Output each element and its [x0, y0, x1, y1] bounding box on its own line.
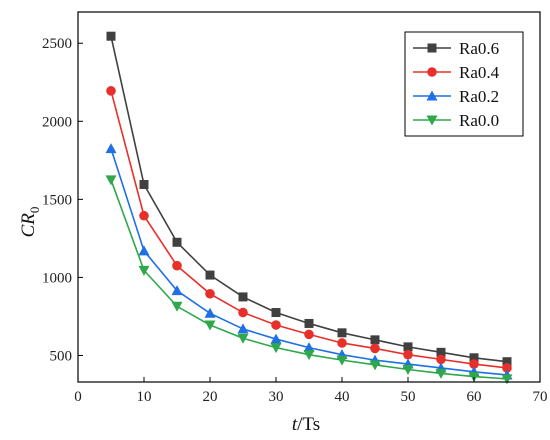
series-line-ra0-2: [110, 148, 508, 376]
data-point-ra0-6: [271, 308, 281, 318]
x-tick-label: 20: [203, 389, 218, 405]
x-axis-title: t/Ts: [292, 414, 320, 435]
legend-label-ra0-2: Ra0.2: [459, 87, 499, 106]
data-point-ra0-4: [403, 349, 413, 360]
data-point-ra0-0: [237, 333, 249, 344]
axes: 0 10 20 30 40 50 60 70 500 1000 1500 2000 2500: [42, 11, 548, 405]
x-tick-label: 10: [137, 389, 152, 405]
data-point-ra0-4: [139, 210, 149, 221]
x-tick-label: 40: [335, 389, 350, 405]
data-point-ra0-4: [238, 307, 248, 318]
data-point-ra0-2: [105, 143, 117, 154]
legend-marker-ra0-4: [427, 67, 437, 77]
x-tick-label: 70: [533, 389, 548, 405]
data-point-ra0-0: [369, 360, 381, 371]
plot-frame: [77, 11, 541, 383]
data-point-ra0-4: [502, 363, 512, 373]
data-point-ra0-4: [304, 329, 314, 340]
data-point-ra0-4: [469, 359, 479, 369]
y-tick-label: 2500: [42, 36, 72, 52]
x-tick-label: 0: [74, 389, 82, 405]
data-point-ra0-2: [237, 323, 249, 334]
data-point-ra0-6: [238, 292, 248, 302]
data-point-ra0-4: [436, 354, 446, 365]
legend-marker-ra0-2: [426, 90, 438, 101]
data-point-ra0-4: [205, 288, 215, 299]
legend-label-ra0-6: Ra0.6: [459, 39, 499, 58]
data-point-ra0-0: [171, 301, 183, 312]
x-tick-label: 50: [401, 389, 416, 405]
data-point-ra0-6: [106, 31, 116, 41]
data-point-ra0-0: [303, 350, 315, 361]
data-point-ra0-0: [204, 320, 216, 331]
data-point-ra0-6: [436, 347, 446, 357]
data-point-ra0-6: [502, 357, 512, 367]
data-point-ra0-4: [271, 320, 281, 330]
legend-marker-ra0-0: [426, 115, 438, 126]
data-point-ra0-4: [370, 343, 380, 354]
x-tick-label: 60: [467, 389, 482, 405]
data-point-ra0-6: [337, 328, 347, 338]
data-point-ra0-2: [138, 245, 150, 256]
data-point-ra0-2: [270, 333, 282, 344]
data-point-ra0-6: [139, 180, 149, 190]
plot-area: [105, 31, 513, 385]
data-point-ra0-0: [105, 175, 117, 186]
data-point-ra0-6: [370, 335, 380, 345]
data-point-ra0-4: [337, 338, 347, 348]
x-tick-label: 30: [269, 389, 284, 405]
data-point-ra0-6: [469, 353, 479, 363]
y-tick-label: 2000: [42, 114, 72, 130]
data-point-ra0-0: [402, 365, 414, 376]
y-tick-label: 1500: [42, 192, 72, 208]
data-point-ra0-2: [303, 342, 315, 353]
legend: Ra0.6 Ra0.4 Ra0.2 Ra0.0: [404, 31, 524, 137]
data-point-ra0-4: [172, 260, 182, 271]
data-point-ra0-0: [501, 374, 513, 385]
data-point-ra0-2: [171, 285, 183, 296]
data-point-ra0-6: [172, 237, 182, 247]
legend-label-ra0-4: Ra0.4: [459, 63, 500, 82]
y-tick-label: 1000: [42, 270, 72, 286]
data-point-ra0-6: [304, 318, 314, 328]
data-point-ra0-4: [106, 86, 116, 96]
y-axis-title: CR0: [18, 207, 42, 238]
data-point-ra0-6: [403, 342, 413, 352]
legend-label-ra0-0: Ra0.0: [459, 111, 499, 130]
data-point-ra0-2: [204, 307, 216, 318]
data-point-ra0-6: [205, 270, 215, 280]
legend-box: [404, 31, 524, 137]
data-point-ra0-0: [138, 265, 150, 276]
data-point-ra0-0: [435, 368, 447, 379]
legend-marker-ra0-6: [427, 43, 437, 53]
y-tick-label: 500: [50, 348, 73, 364]
data-point-ra0-0: [270, 343, 282, 354]
data-point-ra0-0: [336, 355, 348, 366]
